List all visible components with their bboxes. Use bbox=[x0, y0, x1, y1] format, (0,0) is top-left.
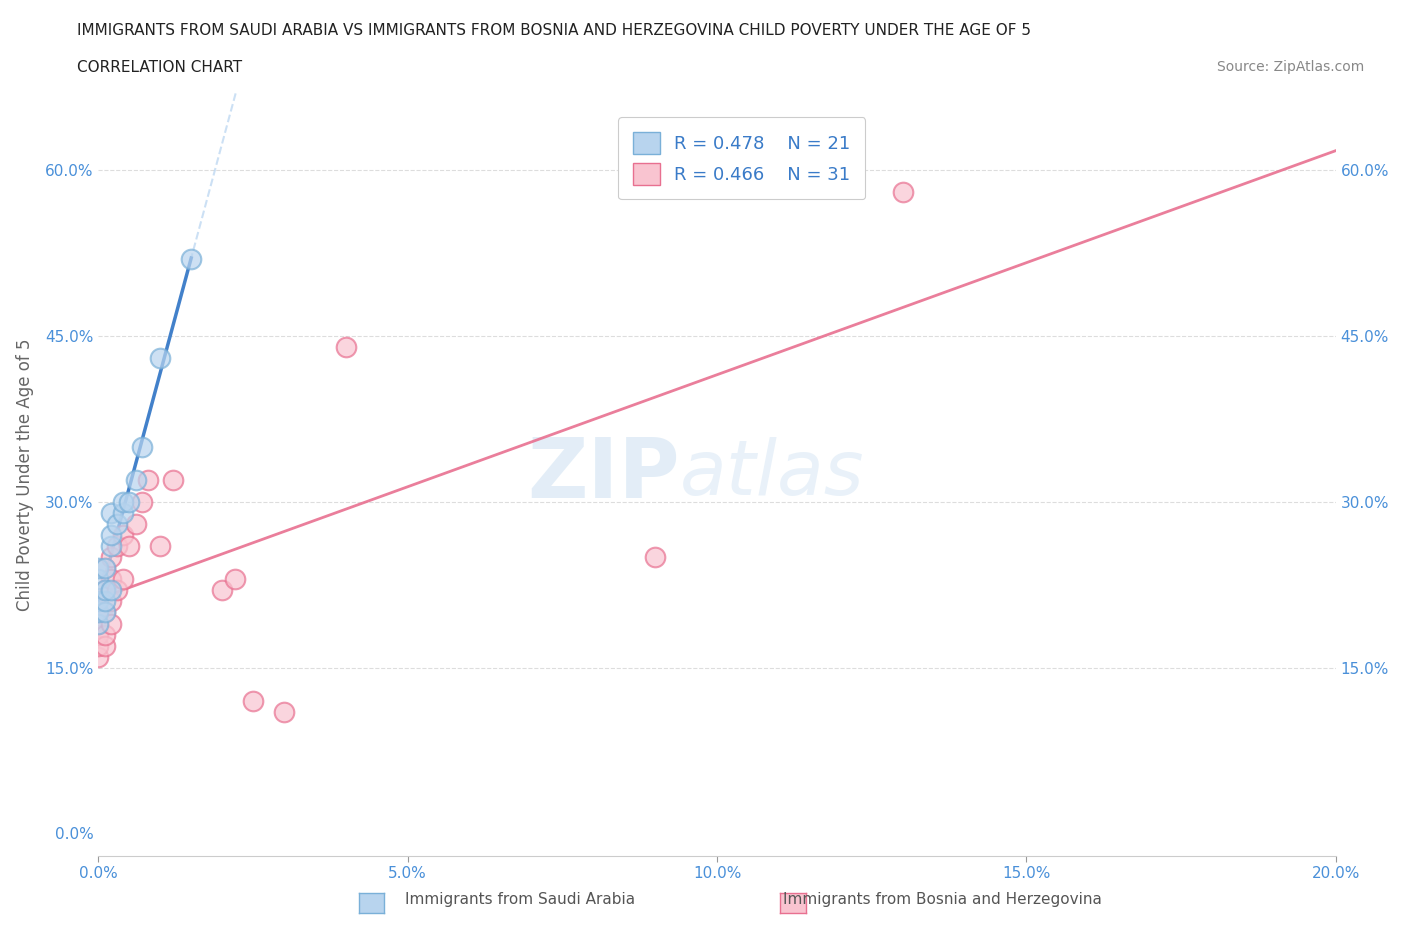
Point bbox=[100, 572, 122, 587]
Point bbox=[93, 583, 115, 598]
Point bbox=[149, 351, 172, 365]
Point bbox=[93, 627, 115, 642]
Point bbox=[118, 495, 141, 510]
Point bbox=[124, 472, 146, 487]
Point bbox=[87, 561, 110, 576]
Point bbox=[87, 594, 110, 609]
Text: Immigrants from Bosnia and Herzegovina: Immigrants from Bosnia and Herzegovina bbox=[783, 892, 1101, 907]
Point bbox=[149, 538, 172, 553]
Point bbox=[93, 583, 115, 598]
Text: IMMIGRANTS FROM SAUDI ARABIA VS IMMIGRANTS FROM BOSNIA AND HERZEGOVINA CHILD POV: IMMIGRANTS FROM SAUDI ARABIA VS IMMIGRAN… bbox=[77, 23, 1032, 38]
Point bbox=[891, 185, 914, 200]
Point bbox=[224, 572, 246, 587]
Point bbox=[211, 583, 233, 598]
Text: atlas: atlas bbox=[681, 437, 865, 512]
Point bbox=[105, 583, 128, 598]
Point bbox=[131, 495, 153, 510]
Text: CORRELATION CHART: CORRELATION CHART bbox=[77, 60, 242, 75]
Text: Source: ZipAtlas.com: Source: ZipAtlas.com bbox=[1216, 60, 1364, 74]
Point bbox=[136, 472, 159, 487]
Point bbox=[112, 527, 135, 542]
Point bbox=[112, 495, 135, 510]
Point bbox=[93, 605, 115, 620]
Point bbox=[87, 605, 110, 620]
Point bbox=[162, 472, 184, 487]
Point bbox=[87, 616, 110, 631]
Point bbox=[93, 561, 115, 576]
Point bbox=[131, 439, 153, 454]
Text: Immigrants from Saudi Arabia: Immigrants from Saudi Arabia bbox=[405, 892, 636, 907]
Point bbox=[644, 550, 666, 565]
Point bbox=[118, 538, 141, 553]
Y-axis label: Child Poverty Under the Age of 5: Child Poverty Under the Age of 5 bbox=[15, 338, 34, 611]
Point bbox=[100, 506, 122, 521]
Point bbox=[100, 538, 122, 553]
Point bbox=[335, 339, 357, 354]
Point bbox=[87, 605, 110, 620]
Point bbox=[112, 572, 135, 587]
Point bbox=[100, 594, 122, 609]
Point bbox=[100, 550, 122, 565]
Point bbox=[93, 594, 115, 609]
Point bbox=[180, 251, 202, 266]
Point bbox=[242, 694, 264, 709]
Legend: R = 0.478    N = 21, R = 0.466    N = 31: R = 0.478 N = 21, R = 0.466 N = 31 bbox=[619, 117, 865, 199]
Point bbox=[100, 527, 122, 542]
Point bbox=[87, 616, 110, 631]
Point bbox=[124, 516, 146, 531]
Point bbox=[93, 561, 115, 576]
Point bbox=[105, 516, 128, 531]
Point bbox=[105, 538, 128, 553]
Point bbox=[93, 605, 115, 620]
Point bbox=[112, 506, 135, 521]
Point bbox=[87, 627, 110, 642]
Point bbox=[100, 616, 122, 631]
Point bbox=[93, 638, 115, 653]
Point bbox=[87, 649, 110, 664]
Text: ZIP: ZIP bbox=[527, 433, 681, 515]
Point bbox=[273, 705, 295, 720]
Point bbox=[100, 583, 122, 598]
Point bbox=[87, 572, 110, 587]
Point bbox=[87, 638, 110, 653]
